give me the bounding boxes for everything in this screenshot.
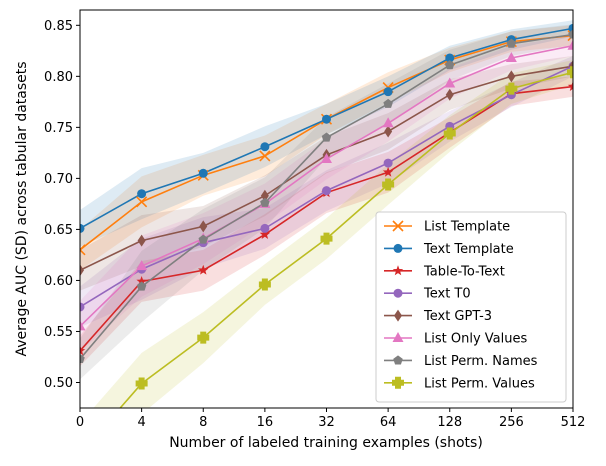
data-point-text-gpt-3 [80,264,84,277]
sd-band-list-template [80,25,573,271]
data-point-list-only-values [505,51,517,62]
x-tick-label: 32 [318,415,335,430]
x-tick-label: 512 [561,415,586,430]
data-point-text-gpt-3 [137,234,146,247]
y-tick-label: 0.50 [44,376,73,391]
y-tick-label: 0.60 [44,274,73,289]
x-axis-label: Number of labeled training examples (sho… [169,435,483,451]
data-point-text-gpt-3 [260,189,269,202]
legend-label-text-gpt-3: Text GPT-3 [423,309,492,324]
legend-label-text-t0: Text T0 [423,287,471,302]
series-markers [80,23,573,390]
y-tick-label: 0.80 [44,70,73,85]
data-point-list-perm-values [382,178,395,191]
x-tick-label: 16 [257,415,274,430]
data-point-text-template [445,53,455,63]
y-tick-label: 0.65 [44,223,73,238]
x-tick-label: 64 [380,415,397,430]
data-point-list-only-values [136,260,148,271]
y-axis-ticks: 0.50 0.55 0.60 0.65 0.70 0.75 0.80 0.85 [44,19,80,391]
data-point-text-gpt-3 [384,125,393,138]
data-point-text-gpt-3 [199,220,208,233]
x-axis-ticks: 0 4 8 16 32 64 128 256 512 [76,408,586,430]
x-tick-label: 0 [76,415,84,430]
data-point-table-to-text [567,81,573,91]
x-tick-label: 8 [199,415,207,430]
data-point-text-t0 [80,302,85,312]
y-tick-label: 0.70 [44,172,73,187]
data-point-text-t0 [383,158,393,168]
data-point-list-only-values [321,152,332,163]
legend: List Template Text Template Table-To-Text T… [375,211,567,403]
data-point-table-to-text [198,264,209,275]
x-tick-label: 4 [137,415,145,430]
data-point-list-perm-names [568,29,573,39]
y-tick-label: 0.55 [44,325,73,340]
data-point-text-template [198,168,208,178]
legend-marker-text-template [393,243,403,253]
legend-marker-list-perm-names [393,355,403,365]
y-tick-label: 0.85 [44,19,73,34]
data-point-list-perm-values [505,82,518,95]
data-point-table-to-text [80,345,86,356]
data-point-text-template [383,87,393,97]
data-point-list-template [259,150,271,162]
data-point-list-only-values [80,320,86,331]
data-point-table-to-text [382,166,394,177]
data-point-list-perm-values [197,331,210,344]
data-point-text-gpt-3 [507,70,516,83]
legend-marker-list-template [392,220,404,232]
data-point-text-gpt-3 [445,88,454,101]
legend-label-text-template: Text Template [423,242,514,257]
legend-marker-table-to-text [392,265,404,276]
data-point-list-perm-values [135,377,148,390]
x-tick-label: 256 [499,415,524,430]
data-point-list-template [80,244,86,256]
data-point-list-perm-names [80,354,85,364]
data-point-list-perm-values [443,127,456,140]
data-point-text-template [260,142,270,152]
data-point-text-template [137,189,147,199]
data-point-list-only-values [382,117,394,128]
legend-marker-text-t0 [393,288,403,298]
data-point-list-perm-values [567,66,573,79]
data-point-list-perm-names [136,281,147,291]
data-point-list-perm-values [320,232,333,245]
y-tick-label: 0.75 [44,121,73,136]
sd-band-list-perm-values [93,60,573,408]
data-point-list-perm-names [444,60,455,70]
data-point-text-template [80,223,85,233]
x-tick-label: 128 [437,415,462,430]
legend-label-list-only-values: List Only Values [424,332,527,347]
data-point-text-t0 [322,186,331,196]
legend-marker-list-perm-values [392,376,404,389]
legend-box [375,211,567,403]
data-point-text-t0 [260,223,270,233]
data-point-list-perm-values [258,278,271,291]
legend-label-list-template: List Template [424,220,510,235]
data-point-list-perm-names [383,98,393,108]
legend-label-list-perm-names: List Perm. Names [424,354,538,369]
data-point-list-template [136,196,148,208]
y-axis-label: Average AUC (SD) across tabular datasets [14,61,30,356]
legend-label-list-perm-values: List Perm. Values [424,376,535,391]
data-point-list-perm-names [198,234,209,244]
sd-band-list-only-values [80,35,573,352]
data-point-table-to-text [259,229,271,239]
legend-label-table-to-text: Table-To-Text [423,264,505,279]
data-point-text-template [322,114,331,124]
legend-marker-text-gpt-3 [394,309,402,322]
data-point-table-to-text [136,275,147,286]
legend-marker-list-only-values [392,332,404,342]
data-point-list-only-values [567,39,573,50]
data-point-list-perm-names [506,38,517,48]
data-point-list-perm-names [321,132,332,142]
data-point-list-perm-names [260,197,270,207]
data-point-list-only-values [444,77,456,88]
